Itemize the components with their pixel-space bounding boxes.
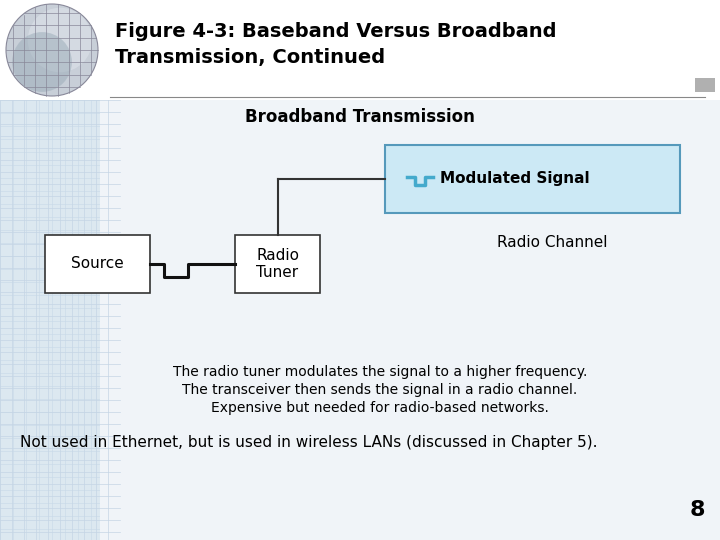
Circle shape: [12, 32, 72, 92]
Text: Broadband Transmission: Broadband Transmission: [245, 108, 475, 126]
Circle shape: [28, 8, 92, 72]
Bar: [695, 78, 715, 92]
Text: The transceiver then sends the signal in a radio channel.: The transceiver then sends the signal in…: [182, 383, 577, 397]
Text: 8: 8: [690, 500, 705, 520]
Text: The radio tuner modulates the signal to a higher frequency.: The radio tuner modulates the signal to …: [173, 365, 588, 379]
Text: Transmission, Continued: Transmission, Continued: [115, 48, 385, 67]
Text: Source: Source: [71, 256, 124, 272]
Text: Radio
Tuner: Radio Tuner: [256, 248, 299, 280]
Bar: [100, 100, 720, 540]
Circle shape: [6, 4, 98, 96]
Bar: [0, 0, 720, 100]
Text: Modulated Signal: Modulated Signal: [440, 172, 590, 186]
Text: Figure 4-3: Baseband Versus Broadband: Figure 4-3: Baseband Versus Broadband: [115, 22, 557, 41]
Bar: [0, 0, 720, 100]
Bar: [0, 100, 720, 540]
Bar: [0, 100, 720, 540]
Text: Not used in Ethernet, but is used in wireless LANs (discussed in Chapter 5).: Not used in Ethernet, but is used in wir…: [20, 435, 598, 450]
Bar: [385, 145, 680, 213]
Text: Radio Channel: Radio Channel: [498, 235, 608, 250]
Bar: [235, 235, 320, 293]
Text: Expensive but needed for radio-based networks.: Expensive but needed for radio-based net…: [211, 401, 549, 415]
Bar: [45, 235, 150, 293]
